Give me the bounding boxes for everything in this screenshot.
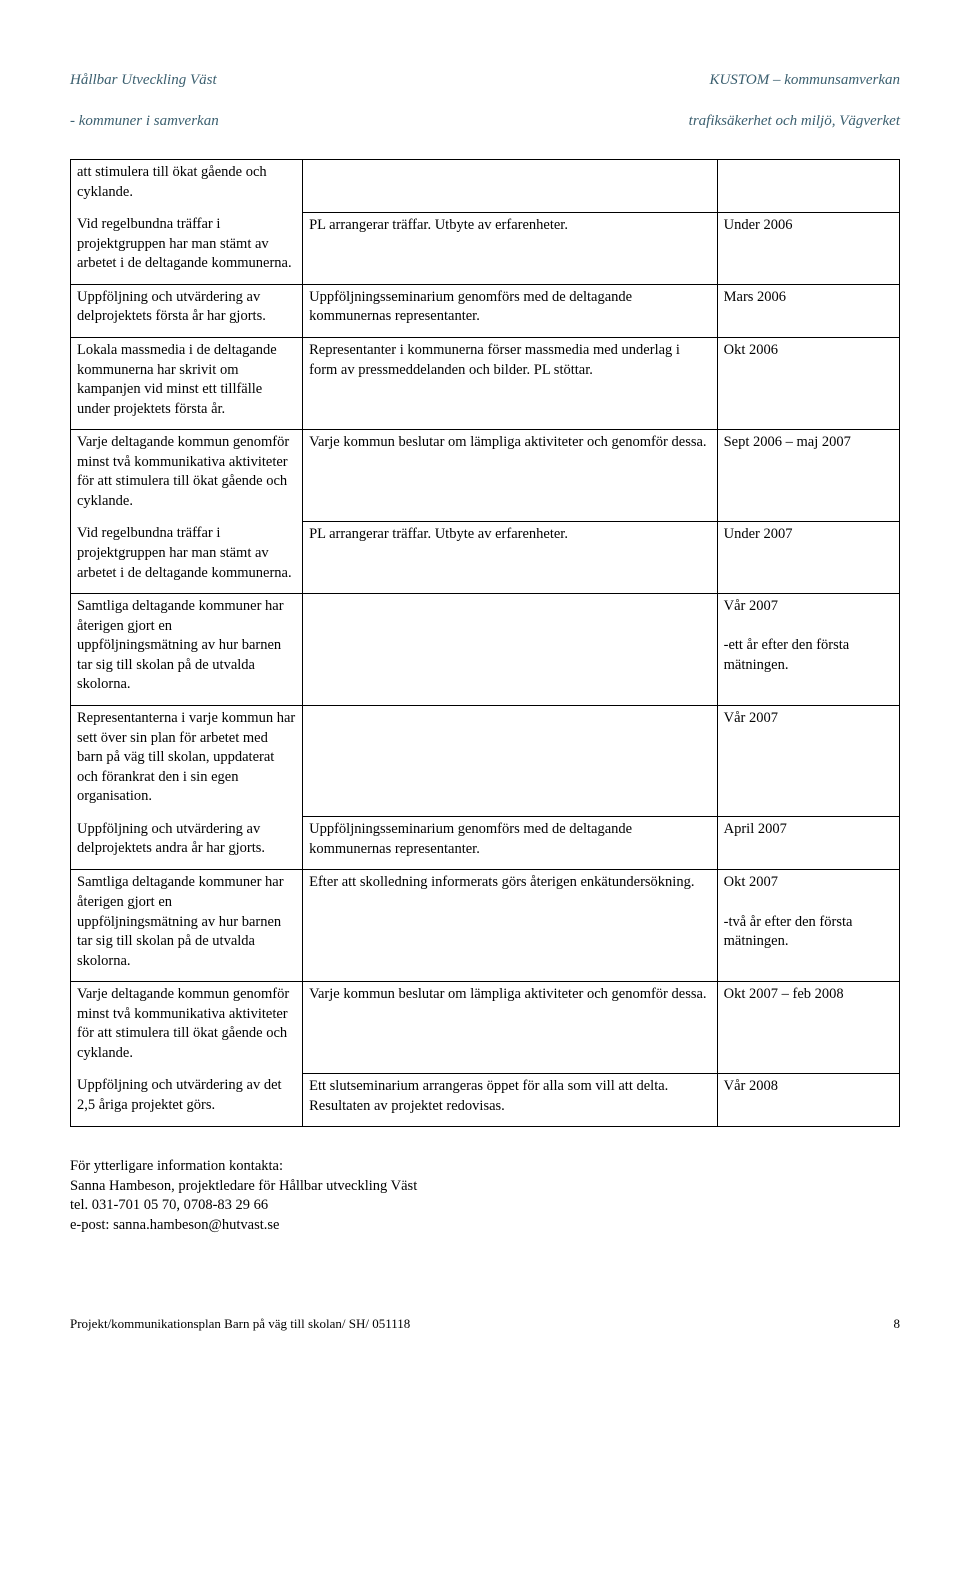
- table-cell: Uppföljningsseminarium genomförs med de …: [303, 817, 718, 870]
- table-cell: Okt 2006: [717, 337, 899, 429]
- table-cell: Representanterna i varje kommun har sett…: [71, 705, 303, 816]
- table-cell: Okt 2007 – feb 2008: [717, 982, 899, 1074]
- header-left-line2: - kommuner i samverkan: [70, 113, 219, 129]
- header-right-line2: trafiksäkerhet och miljö, Vägverket: [689, 113, 900, 129]
- table-cell: Sept 2006 – maj 2007: [717, 430, 899, 522]
- table-cell: Uppföljning och utvärdering av delprojek…: [71, 817, 303, 870]
- table-row: Uppföljning och utvärdering av delprojek…: [71, 284, 900, 337]
- table-cell: Varje kommun beslutar om lämpliga aktivi…: [303, 430, 718, 522]
- table-cell: PL arrangerar träffar. Utbyte av erfaren…: [303, 521, 718, 593]
- table-cell: Under 2006: [717, 212, 899, 284]
- table-cell: [303, 594, 718, 706]
- header-left: Hållbar Utveckling Väst - kommuner i sam…: [70, 50, 219, 131]
- contact-line2: Sanna Hambeson, projektledare för Hållba…: [70, 1177, 900, 1197]
- table-row: Vid regelbundna träffar i projektgruppen…: [71, 521, 900, 593]
- contact-line3: tel. 031-701 05 70, 0708-83 29 66: [70, 1196, 900, 1216]
- table-cell: PL arrangerar träffar. Utbyte av erfaren…: [303, 212, 718, 284]
- table-cell: Vid regelbundna träffar i projektgruppen…: [71, 521, 303, 593]
- table-cell: Okt 2007-två år efter den första mätning…: [717, 870, 899, 982]
- footer-left: Projekt/kommunikationsplan Barn på väg t…: [70, 1315, 410, 1333]
- table-cell: Lokala massmedia i de deltagande kommune…: [71, 337, 303, 429]
- table-cell: Under 2007: [717, 521, 899, 593]
- header-left-line1: Hållbar Utveckling Väst: [70, 72, 217, 88]
- table-cell: Vår 2007-ett år efter den första mätning…: [717, 594, 899, 706]
- table-cell: Ett slutseminarium arrangeras öppet för …: [303, 1073, 718, 1126]
- table-cell: [303, 705, 718, 816]
- table-cell: [303, 160, 718, 213]
- table-row: att stimulera till ökat gående och cykla…: [71, 160, 900, 213]
- table-row: Uppföljning och utvärdering av det 2,5 å…: [71, 1073, 900, 1126]
- table-cell: Uppföljning och utvärdering av delprojek…: [71, 284, 303, 337]
- table-cell: Vår 2008: [717, 1073, 899, 1126]
- table-row: Varje deltagande kommun genomför minst t…: [71, 430, 900, 522]
- table-cell: Varje deltagande kommun genomför minst t…: [71, 982, 303, 1074]
- table-cell: Samtliga deltagande kommuner har återige…: [71, 870, 303, 982]
- table-cell: Efter att skolledning informerats görs å…: [303, 870, 718, 982]
- content-table: att stimulera till ökat gående och cykla…: [70, 159, 900, 1127]
- table-row: Samtliga deltagande kommuner har återige…: [71, 870, 900, 982]
- contact-block: För ytterligare information kontakta: Sa…: [70, 1157, 900, 1235]
- contact-line1: För ytterligare information kontakta:: [70, 1157, 900, 1177]
- table-row: Uppföljning och utvärdering av delprojek…: [71, 817, 900, 870]
- header-right-line1: KUSTOM – kommunsamverkan: [709, 72, 900, 88]
- table-row: Representanterna i varje kommun har sett…: [71, 705, 900, 816]
- table-row: Varje deltagande kommun genomför minst t…: [71, 982, 900, 1074]
- table-cell: Samtliga deltagande kommuner har återige…: [71, 594, 303, 706]
- table-row: Samtliga deltagande kommuner har återige…: [71, 594, 900, 706]
- table-cell: Varje deltagande kommun genomför minst t…: [71, 430, 303, 522]
- table-cell: Vid regelbundna träffar i projektgruppen…: [71, 212, 303, 284]
- table-cell: Mars 2006: [717, 284, 899, 337]
- table-cell: April 2007: [717, 817, 899, 870]
- table-cell: att stimulera till ökat gående och cykla…: [71, 160, 303, 213]
- table-cell: [717, 160, 899, 213]
- table-row: Lokala massmedia i de deltagande kommune…: [71, 337, 900, 429]
- header-right: KUSTOM – kommunsamverkan trafiksäkerhet …: [689, 50, 900, 131]
- table-cell: Representanter i kommunerna förser massm…: [303, 337, 718, 429]
- page-footer: Projekt/kommunikationsplan Barn på väg t…: [70, 1315, 900, 1333]
- table-cell: Uppföljningsseminarium genomförs med de …: [303, 284, 718, 337]
- table-cell: Uppföljning och utvärdering av det 2,5 å…: [71, 1073, 303, 1126]
- footer-right: 8: [894, 1315, 901, 1333]
- table-cell: Vår 2007: [717, 705, 899, 816]
- table-cell: Varje kommun beslutar om lämpliga aktivi…: [303, 982, 718, 1074]
- page-header: Hållbar Utveckling Väst - kommuner i sam…: [70, 50, 900, 131]
- table-row: Vid regelbundna träffar i projektgruppen…: [71, 212, 900, 284]
- contact-line4: e-post: sanna.hambeson@hutvast.se: [70, 1216, 900, 1236]
